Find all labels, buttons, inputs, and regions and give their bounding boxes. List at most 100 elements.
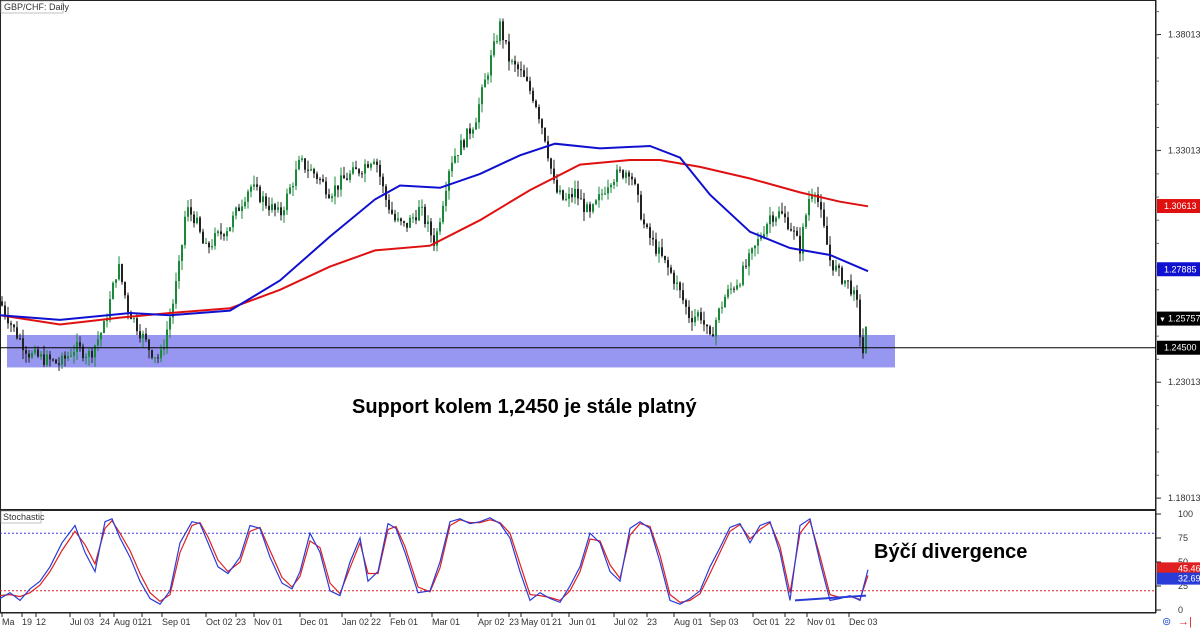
candle-body bbox=[775, 217, 777, 222]
stochastic-value-box bbox=[1157, 562, 1200, 575]
candle-body bbox=[787, 217, 789, 230]
candle-body bbox=[718, 308, 720, 321]
candle-body bbox=[598, 194, 600, 201]
candle-body bbox=[325, 181, 327, 195]
time-tick-label: 22 bbox=[785, 617, 795, 627]
link-icon[interactable]: ⊚ bbox=[1162, 616, 1171, 628]
candle-body bbox=[616, 169, 618, 182]
candle-body bbox=[661, 247, 663, 256]
candle-body bbox=[733, 288, 735, 290]
symbol-label: GBP/CHF: Daily bbox=[4, 2, 70, 12]
price-axis-ticks: 1.38013 1.33013 1.23013 1.18013 bbox=[1156, 11, 1200, 503]
candle-body bbox=[202, 231, 204, 244]
candle-body bbox=[433, 235, 435, 246]
main-panel[interactable] bbox=[0, 0, 1156, 510]
candle-body bbox=[367, 164, 369, 168]
candle-body bbox=[535, 100, 537, 107]
candle-body bbox=[760, 237, 762, 240]
candle-body bbox=[7, 314, 9, 324]
candle-body bbox=[22, 338, 24, 351]
candle-body bbox=[514, 60, 516, 65]
candle-body bbox=[634, 179, 636, 185]
candle-body bbox=[232, 215, 234, 228]
stochastic-panel[interactable] bbox=[0, 510, 1156, 613]
stochastic-tick-label: 75 bbox=[1178, 533, 1188, 543]
candle-body bbox=[19, 338, 21, 340]
candle-body bbox=[148, 339, 150, 351]
candle-body bbox=[463, 140, 465, 148]
candle-body bbox=[730, 288, 732, 290]
candle-body bbox=[142, 333, 144, 339]
candle-body bbox=[94, 345, 96, 358]
price-label-box bbox=[1157, 262, 1200, 277]
candle-body bbox=[403, 221, 405, 223]
candle-body bbox=[499, 21, 501, 42]
candle-body bbox=[559, 190, 561, 193]
candle-body bbox=[226, 231, 228, 237]
time-tick-label: Ma bbox=[2, 617, 15, 627]
candle-body bbox=[601, 193, 603, 195]
candle-body bbox=[580, 198, 582, 200]
scroll-right-icon[interactable]: →| bbox=[1178, 616, 1192, 628]
candle-body bbox=[172, 303, 174, 318]
candle-body bbox=[334, 185, 336, 197]
candle-body bbox=[838, 265, 840, 268]
time-tick-label: Jan 02 bbox=[342, 617, 369, 627]
candle-body bbox=[475, 122, 477, 130]
candle-body bbox=[487, 75, 489, 80]
candle-body bbox=[772, 215, 774, 222]
time-tick-label: 24 bbox=[100, 617, 110, 627]
candle-body bbox=[151, 350, 153, 358]
candle-body bbox=[181, 245, 183, 261]
candle-body bbox=[469, 128, 471, 134]
time-tick-label: Aug 01 bbox=[674, 617, 703, 627]
candle-body bbox=[505, 40, 507, 42]
stochastic-tick-label: 25 bbox=[1178, 581, 1188, 591]
time-tick-label: Sep 01 bbox=[162, 617, 191, 627]
candle-body bbox=[415, 217, 417, 221]
time-tick-label: Feb 01 bbox=[390, 617, 418, 627]
candle-body bbox=[823, 209, 825, 226]
candle-body bbox=[844, 280, 846, 284]
time-tick-label: Dec 01 bbox=[300, 617, 329, 627]
candle-body bbox=[193, 214, 195, 224]
time-tick-label: Nov 01 bbox=[254, 617, 283, 627]
time-tick-label: Sep 03 bbox=[710, 617, 739, 627]
candle-body bbox=[28, 353, 30, 358]
candle-body bbox=[199, 217, 201, 232]
candle-body bbox=[190, 207, 192, 215]
candle-body bbox=[241, 206, 243, 211]
candle-body bbox=[235, 207, 237, 216]
candle-body bbox=[655, 239, 657, 254]
candle-body bbox=[796, 230, 798, 236]
candle-body bbox=[262, 196, 264, 203]
candle-body bbox=[706, 324, 708, 327]
candle-body bbox=[517, 64, 519, 70]
time-tick-label: Oct 01 bbox=[753, 617, 780, 627]
candle-body bbox=[55, 359, 57, 364]
candle-body bbox=[223, 234, 225, 237]
time-tick-label: 22 bbox=[371, 617, 381, 627]
candle-body bbox=[829, 244, 831, 261]
candle-body bbox=[412, 217, 414, 219]
candle-body bbox=[676, 282, 678, 284]
candle-body bbox=[715, 320, 717, 337]
candle-body bbox=[481, 87, 483, 105]
candle-body bbox=[574, 188, 576, 198]
time-axis-ticks: Ma 19 12 Jul 03 24 Aug 01 21 Sep 01 Oct 02 23 Nov … bbox=[1, 613, 878, 627]
candle-body bbox=[856, 290, 858, 300]
candle-body bbox=[547, 141, 549, 159]
candle-body bbox=[523, 70, 525, 77]
candle-body bbox=[274, 204, 276, 210]
support-annotation: Support kolem 1,2450 je stále platný bbox=[352, 396, 697, 418]
candle-body bbox=[196, 217, 198, 224]
candle-body bbox=[502, 21, 504, 41]
candles-group bbox=[1, 18, 867, 371]
candle-body bbox=[619, 169, 621, 171]
candle-body bbox=[784, 213, 786, 218]
candle-body bbox=[238, 207, 240, 211]
candle-body bbox=[802, 226, 804, 254]
candle-body bbox=[628, 172, 630, 177]
